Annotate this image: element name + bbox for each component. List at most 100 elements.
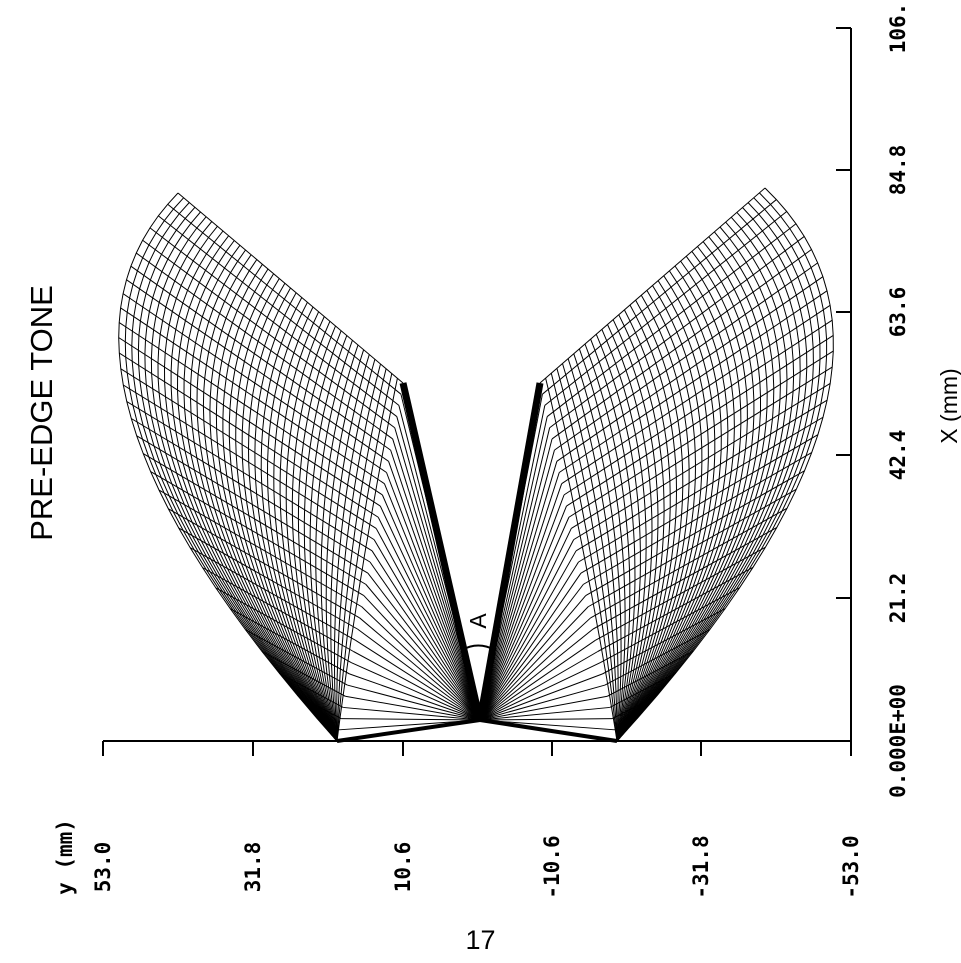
mesh-arc <box>303 330 342 742</box>
mesh-arc <box>556 368 618 742</box>
mesh-spoke-inner <box>479 606 589 721</box>
mesh-spoke-inner <box>343 706 481 721</box>
mesh-spoke-inner <box>479 639 596 721</box>
mesh-inner-edge <box>476 382 544 721</box>
mesh-arc <box>150 216 338 742</box>
mesh-arc <box>336 378 398 742</box>
mesh-spoke-inner <box>363 595 481 721</box>
mesh-arc <box>202 254 338 742</box>
mesh-arc <box>325 349 365 742</box>
mesh-spoke-inner <box>359 617 481 721</box>
mesh-spoke-inner <box>392 438 481 721</box>
mesh-spoke-inner <box>388 461 481 721</box>
mesh-spoke-inner <box>479 461 558 721</box>
mesh-arc <box>573 353 622 742</box>
mesh-arc <box>616 270 722 742</box>
mesh-arc <box>616 251 748 742</box>
mesh-spoke-inner <box>355 639 481 721</box>
mesh-arc <box>215 264 338 742</box>
mesh-arc <box>118 192 338 742</box>
mesh-spoke-inner <box>386 472 481 721</box>
page-number: 17 <box>465 925 496 955</box>
mesh-lobe-left <box>118 192 484 743</box>
mesh-spoke-inner <box>383 483 481 721</box>
mesh-spoke-inner <box>479 673 603 721</box>
x-tick-label: 21.2 <box>886 573 910 624</box>
mesh-arc <box>616 221 788 742</box>
mesh-spoke-inner <box>479 505 567 721</box>
mesh-spoke-inner <box>479 617 591 721</box>
x-tick-label: 106. <box>886 3 910 54</box>
annotation-label: A <box>465 613 491 629</box>
mesh-arc <box>291 321 338 742</box>
y-axis-label: y (mm) <box>53 819 77 895</box>
mesh-arc <box>616 246 755 742</box>
mesh-arc <box>595 334 641 742</box>
mesh-arc <box>334 359 376 742</box>
mesh-arc <box>567 358 619 742</box>
y-tick-label: 10.6 <box>391 842 415 893</box>
mesh-spoke-inner <box>479 584 584 721</box>
mesh-arc <box>176 235 338 742</box>
mesh-spoke-inner <box>479 572 582 721</box>
y-tick-label: -31.8 <box>689 835 713 898</box>
mesh-arc <box>616 226 781 742</box>
mesh-arc <box>616 260 735 742</box>
mesh-base-edge <box>479 718 618 743</box>
mesh-arc <box>550 373 618 742</box>
mesh-arc <box>137 206 338 742</box>
mesh-arc <box>196 249 338 742</box>
mesh-arc <box>209 259 338 742</box>
mesh-spoke-inner <box>479 539 575 721</box>
mesh-spoke-inner <box>479 528 572 721</box>
angle-arc <box>461 644 496 651</box>
mesh-arc <box>163 225 338 742</box>
mesh-spoke-inner <box>479 449 555 721</box>
mesh-arc <box>241 283 338 742</box>
mesh-arc <box>260 297 338 742</box>
mesh-spoke-inner <box>351 662 481 721</box>
x-tick-label: 63.6 <box>886 287 910 338</box>
mesh-spoke-inner <box>479 662 601 721</box>
mesh-arc <box>616 241 761 742</box>
mesh-spoke-inner <box>479 706 610 721</box>
mesh-spoke-inner <box>361 606 481 721</box>
mesh-spoke-inner <box>479 651 599 721</box>
mesh-spoke-inner <box>375 528 481 721</box>
mesh-arc <box>309 335 348 742</box>
mesh-arc <box>616 216 795 742</box>
mesh-arc <box>297 325 338 742</box>
mesh-arc <box>315 340 353 742</box>
mesh-arc <box>601 329 647 742</box>
mesh-arc <box>616 256 742 742</box>
mesh-arc <box>189 245 338 742</box>
x-tick-label: 84.8 <box>886 145 910 196</box>
mesh-arc <box>157 221 338 742</box>
mesh-arc <box>578 348 626 742</box>
mesh-arc <box>330 354 370 742</box>
mesh-spoke-inner <box>479 718 613 721</box>
mesh-arc <box>590 338 636 742</box>
y-tick-label: 53.0 <box>91 842 115 893</box>
mesh-base-edge <box>336 718 481 743</box>
mesh-spoke-inner <box>371 550 481 721</box>
mesh-spoke-inner <box>341 718 481 721</box>
mesh-spoke-inner <box>479 561 579 721</box>
mesh-inner-edge <box>399 382 484 721</box>
y-axis: 53.0 31.8 10.6 -10.6 -31.8 -53.0 y (mm) <box>53 740 863 899</box>
mesh-arc <box>545 377 618 742</box>
mesh-arc <box>273 306 338 742</box>
mesh-arc <box>228 273 338 742</box>
mesh-arc <box>616 202 814 742</box>
mesh-spoke-inner <box>347 684 481 721</box>
mesh-spoke-inner <box>377 517 481 721</box>
mesh-arc <box>320 344 359 742</box>
mesh-arc <box>285 316 338 742</box>
mesh-spoke-inner <box>479 695 608 721</box>
mesh-arc <box>616 212 801 742</box>
x-axis: 0.000E+00 21.2 42.4 63.6 84.8 106. X (mm) <box>836 3 961 798</box>
mesh-arc <box>144 211 338 742</box>
y-tick-label: 31.8 <box>241 842 265 893</box>
mesh-arc <box>616 197 821 742</box>
mesh-arc <box>584 343 631 742</box>
